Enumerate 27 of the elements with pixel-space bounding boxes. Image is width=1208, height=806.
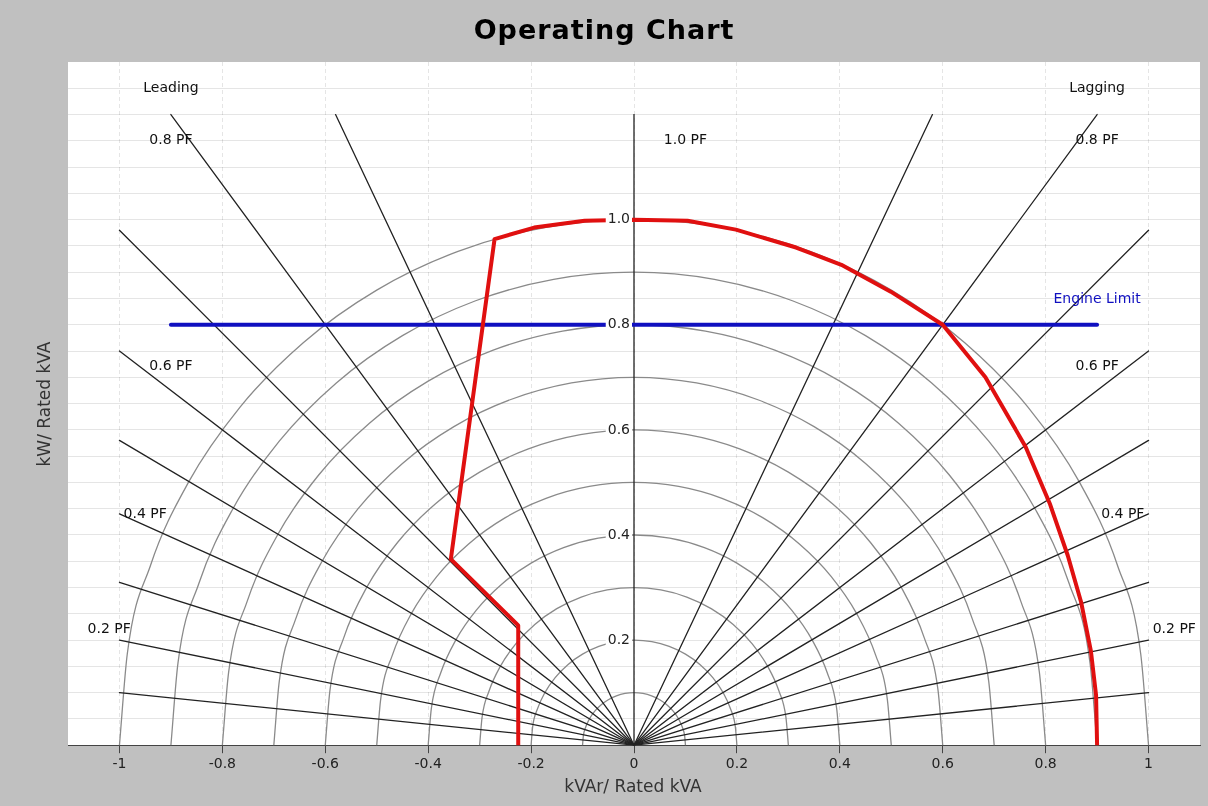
annotation: 1.0 PF — [663, 131, 708, 148]
annotation: 0.6 PF — [149, 357, 193, 374]
x-tick-label: -1 — [112, 755, 127, 772]
chart-title: Operating Chart — [472, 14, 736, 45]
annotation: 0.2 PF — [1152, 620, 1196, 637]
annotation: Lagging — [1069, 78, 1125, 95]
x-tick-label: -0.6 — [311, 755, 340, 772]
y-tick-label: 0.4 — [607, 525, 631, 542]
annotation: Leading — [143, 78, 199, 95]
x-axis-title: kVAr/ Rated kVA — [564, 776, 702, 796]
y-axis-title: kW/ Rated kVA — [34, 341, 54, 467]
x-tick-label: 1 — [1144, 755, 1154, 772]
y-tick-label: 0.6 — [607, 420, 631, 437]
annotation: 0.4 PF — [1101, 504, 1145, 521]
x-tick-label: 0.6 — [931, 755, 954, 772]
annotation: 0.4 PF — [123, 504, 167, 521]
annotation: 0.2 PF — [87, 620, 131, 637]
x-tick-label: 0.4 — [828, 755, 852, 772]
x-tick-label: 0 — [629, 755, 639, 772]
x-tick-label: -0.2 — [517, 755, 545, 772]
y-tick-label: 1.0 — [607, 210, 630, 227]
x-tick-label: 0.8 — [1034, 755, 1057, 772]
x-tick-label: -0.8 — [208, 755, 237, 772]
y-tick-label: 0.8 — [607, 315, 630, 332]
x-tick-label: 0.2 — [725, 755, 749, 772]
x-tick-label: -0.4 — [414, 755, 442, 772]
annotation: 0.6 PF — [1075, 357, 1119, 374]
